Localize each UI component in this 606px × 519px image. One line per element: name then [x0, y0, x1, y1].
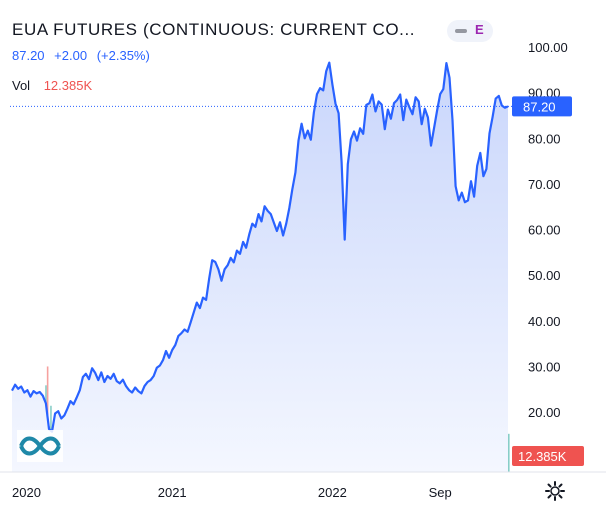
price-tags: 87.20 12.385K: [512, 96, 584, 466]
y-tick-label: 30.00: [528, 359, 561, 374]
line-style-icon[interactable]: [455, 29, 467, 33]
y-tick-label: 80.00: [528, 131, 561, 146]
chart-title: EUA FUTURES (CONTINUOUS: CURRENT CO...: [12, 20, 416, 39]
events-toggle-label[interactable]: E: [475, 22, 484, 37]
last-price-tag-label: 87.20: [523, 99, 556, 114]
price-change: +2.00: [54, 48, 88, 63]
y-tick-label: 40.00: [528, 314, 561, 329]
price-area: [12, 62, 508, 472]
price-summary: 87.20 +2.00 (+2.35%): [12, 48, 156, 63]
volume-tag-label: 12.385K: [518, 449, 567, 464]
volume-value: 12.385K: [43, 78, 93, 93]
volume-label: Vol: [12, 78, 31, 93]
x-tick-label: 2021: [158, 485, 187, 500]
tradingview-logo-icon[interactable]: [17, 430, 63, 462]
x-tick-label: 2022: [318, 485, 347, 500]
y-tick-label: 50.00: [528, 268, 561, 283]
x-tick-label: Sep: [429, 485, 452, 500]
price-change-pct: (+2.35%): [96, 48, 150, 63]
volume-tag: [512, 446, 584, 466]
volume-bar: [508, 433, 510, 472]
y-tick-label: 100.00: [528, 40, 568, 55]
x-tick-label: 2020: [12, 485, 41, 500]
last-price-tag: [512, 96, 572, 117]
gear-icon[interactable]: [545, 481, 565, 501]
y-tick-label: 20.00: [528, 405, 561, 420]
price-line: [11, 61, 509, 433]
chart-style-toggle[interactable]: E: [447, 20, 493, 42]
y-tick-label: 70.00: [528, 177, 561, 192]
volume-summary: Vol 12.385K: [12, 78, 92, 93]
y-axis: 100.0090.0080.0070.0060.0050.0040.0030.0…: [528, 40, 568, 420]
y-tick-label: 60.00: [528, 223, 561, 238]
x-axis: 2020 2021 2022 Sep: [0, 471, 606, 500]
last-price: 87.20: [12, 48, 45, 63]
